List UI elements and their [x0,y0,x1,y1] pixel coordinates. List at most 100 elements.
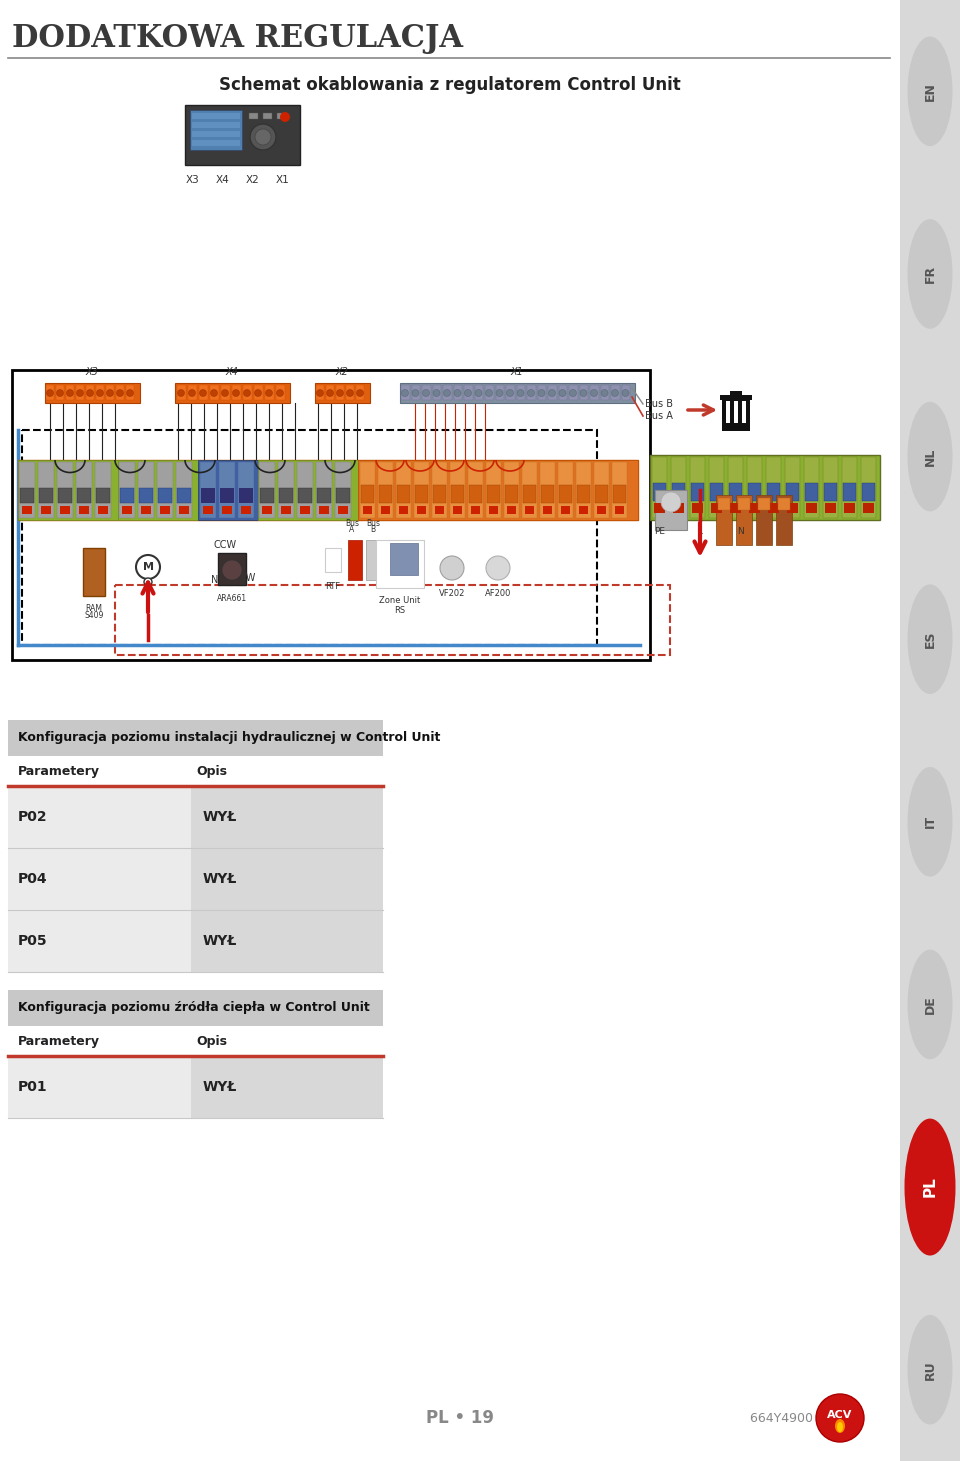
Bar [805,484,818,501]
Text: DODATKOWA REGULACJA: DODATKOWA REGULACJA [12,22,463,54]
Bar [157,462,173,519]
Bar [722,399,750,431]
Bar [191,847,383,910]
Ellipse shape [904,1119,955,1255]
Bar [785,457,800,519]
Bar [126,386,134,400]
Bar [450,462,465,519]
Bar [468,462,483,519]
Bar [768,503,779,513]
Bar [612,462,627,519]
Bar [39,488,53,503]
Text: Bus B: Bus B [645,399,673,409]
Bar [316,386,324,400]
Bar [188,386,197,400]
Circle shape [559,390,566,396]
Bar [825,503,836,513]
Circle shape [580,390,587,396]
Ellipse shape [835,1419,845,1433]
FancyArrowPatch shape [687,405,713,415]
Circle shape [255,129,271,145]
Bar [487,485,500,503]
Bar [138,462,154,519]
Bar [358,460,638,520]
Circle shape [222,560,242,580]
Bar [415,485,428,503]
Bar [366,541,380,580]
Bar [300,506,310,514]
Text: RAM: RAM [85,603,103,614]
Bar [580,386,588,400]
Text: RU: RU [924,1360,937,1379]
Bar [577,485,590,503]
Bar [611,386,619,400]
Text: Konfiguracja poziomu instalacji hydraulicznej w Control Unit: Konfiguracja poziomu instalacji hydrauli… [18,732,441,745]
Bar [58,488,72,503]
Bar [432,462,447,519]
Bar [262,506,272,514]
Bar [621,386,630,400]
Text: FR: FR [924,264,937,283]
Bar [709,457,724,519]
Bar [522,462,537,519]
Text: B: B [371,524,375,535]
Bar [749,503,760,513]
Bar [738,498,750,510]
Bar [200,462,216,519]
Text: X1: X1 [276,175,290,186]
Bar [655,489,687,530]
Circle shape [178,390,184,396]
Bar [22,430,597,644]
Text: A: A [349,524,354,535]
Bar [776,495,792,545]
FancyArrowPatch shape [142,583,154,612]
Bar [390,543,418,576]
Text: IT: IT [924,815,937,828]
Text: ES: ES [924,631,937,647]
Bar [559,386,567,400]
Bar [786,484,799,501]
Bar [106,386,114,400]
Bar [12,370,650,660]
Bar [8,847,191,910]
Bar [210,386,219,400]
Bar [241,506,251,514]
Bar [569,386,578,400]
Circle shape [356,390,364,396]
Bar [540,462,555,519]
Text: L: L [698,527,703,536]
Bar [219,462,235,519]
Ellipse shape [907,767,952,877]
Bar [453,506,462,514]
Text: Zone Unit
RS: Zone Unit RS [379,596,420,615]
Text: CCW: CCW [213,541,236,549]
Bar [191,1056,383,1118]
Bar [381,506,390,514]
Bar [191,910,383,972]
Bar [336,488,350,503]
Bar [671,457,686,519]
Bar [747,457,762,519]
Text: P01: P01 [18,1080,48,1094]
Bar [486,462,501,519]
Bar [489,506,498,514]
Bar [360,462,375,519]
Bar [716,495,732,545]
Text: Schemat okablowania z regulatorem Control Unit: Schemat okablowania z regulatorem Contro… [219,76,681,94]
Bar [399,506,408,514]
Bar [176,462,192,519]
Bar [433,386,441,400]
Text: X2: X2 [246,175,260,186]
Bar [900,0,960,1461]
Circle shape [590,390,597,396]
Circle shape [232,390,239,396]
Bar [525,506,534,514]
Bar [711,503,722,513]
Bar [56,386,64,400]
Bar [79,506,89,514]
Bar [298,488,312,503]
Bar [397,485,410,503]
Bar [576,462,591,519]
Bar [523,485,536,503]
Text: P05: P05 [18,934,48,948]
